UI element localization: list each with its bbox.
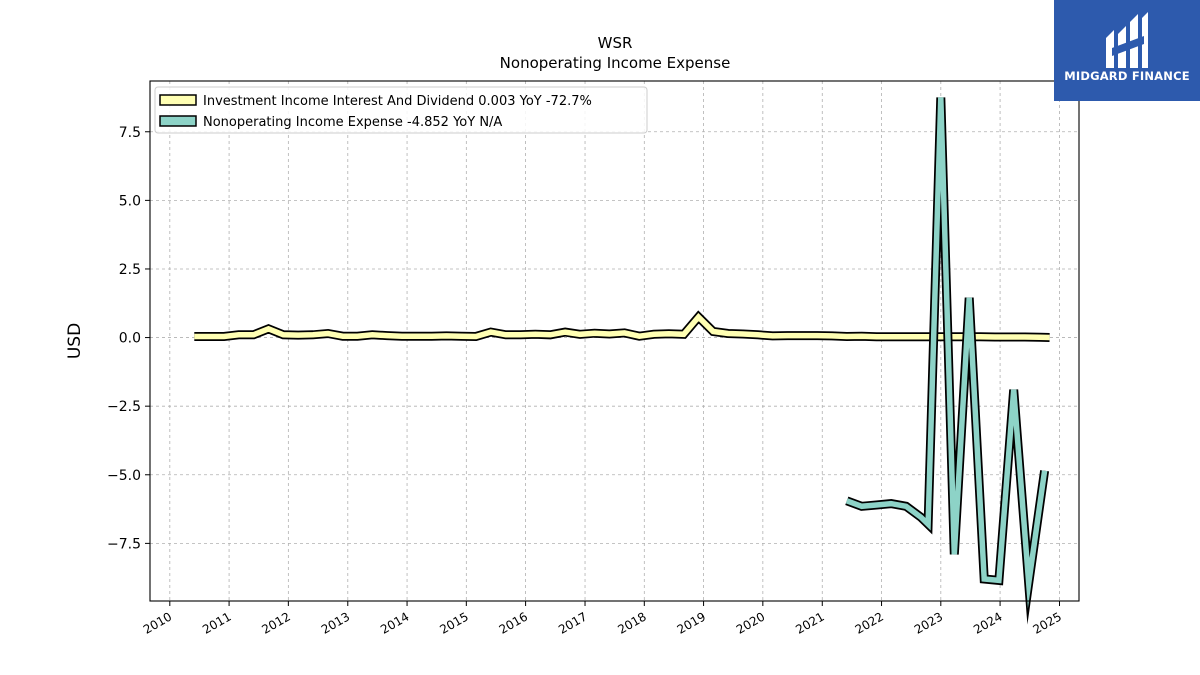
y-axis: −7.5 −5.0 −2.5 0.0 2.5 5.0 7.5 bbox=[107, 125, 150, 552]
x-tick-label: 2011 bbox=[200, 609, 233, 636]
midgard-logo-icon bbox=[1106, 12, 1148, 68]
x-axis: 2010 2011 2012 2013 2014 2015 2016 2017 2018 2019… bbox=[141, 601, 1064, 637]
x-tick-label: 2020 bbox=[734, 609, 767, 636]
x-tick-label: 2017 bbox=[556, 609, 589, 636]
x-tick-label: 2023 bbox=[912, 609, 945, 636]
x-tick-label: 2015 bbox=[437, 609, 470, 636]
legend-label-investment-income: Investment Income Interest And Dividend … bbox=[203, 94, 592, 109]
x-tick-label: 2019 bbox=[675, 609, 708, 636]
series-line bbox=[194, 312, 1050, 341]
x-tick-label: 2022 bbox=[853, 609, 886, 636]
series-lines bbox=[194, 97, 1050, 625]
chart-title: WSR bbox=[598, 34, 633, 52]
series-nonoperating-income bbox=[845, 97, 1050, 625]
legend-swatch-nonoperating-income bbox=[159, 115, 197, 127]
x-tick-label: 2014 bbox=[378, 609, 411, 636]
legend-swatch-investment-income bbox=[159, 94, 197, 106]
x-tick-label: 2018 bbox=[615, 609, 648, 636]
x-tick-label: 2016 bbox=[497, 609, 530, 636]
x-tick-label: 2025 bbox=[1031, 609, 1064, 636]
y-tick-label: 2.5 bbox=[119, 262, 141, 278]
y-tick-label: −5.0 bbox=[107, 468, 141, 484]
y-axis-label: USD bbox=[65, 323, 85, 359]
series-investment-income bbox=[194, 310, 1050, 342]
brand-logo: MIDGARD FINANCE bbox=[1054, 0, 1200, 101]
y-tick-label: 7.5 bbox=[119, 125, 141, 141]
series-line bbox=[845, 97, 1048, 609]
plot-area-frame bbox=[149, 80, 1080, 602]
y-tick-label: −7.5 bbox=[107, 536, 141, 552]
legend: Investment Income Interest And Dividend … bbox=[154, 86, 648, 134]
legend-label-nonoperating-income: Nonoperating Income Expense -4.852 YoY N… bbox=[203, 115, 502, 130]
x-tick-label: 2012 bbox=[259, 609, 292, 636]
x-tick-label: 2010 bbox=[141, 609, 174, 636]
y-tick-label: 5.0 bbox=[119, 193, 141, 209]
chart-subtitle: Nonoperating Income Expense bbox=[500, 54, 731, 72]
legend-frame bbox=[154, 86, 648, 134]
y-tick-label: −2.5 bbox=[107, 399, 141, 415]
x-tick-label: 2021 bbox=[793, 609, 826, 636]
x-tick-label: 2024 bbox=[971, 609, 1004, 636]
brand-name: MIDGARD FINANCE bbox=[1064, 69, 1190, 83]
y-tick-label: 0.0 bbox=[119, 331, 141, 347]
x-tick-label: 2013 bbox=[319, 609, 352, 636]
